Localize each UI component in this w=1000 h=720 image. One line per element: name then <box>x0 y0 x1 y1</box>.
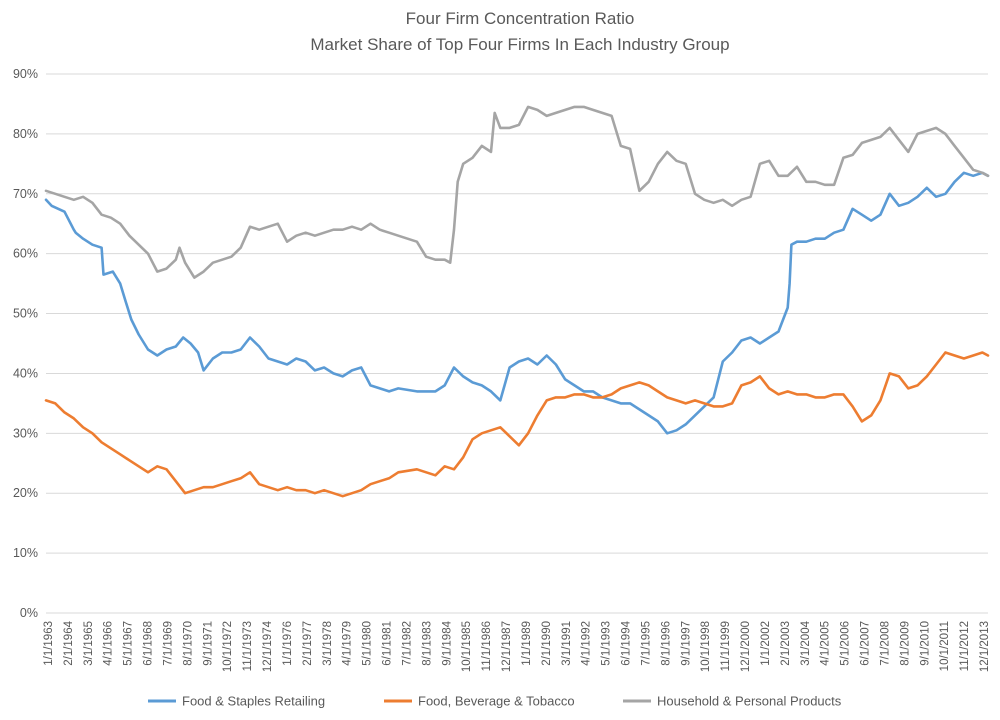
x-tick-label: 1/1/1963 <box>43 621 55 666</box>
x-tick-label: 11/1/2012 <box>959 621 971 671</box>
x-tick-label: 5/1/1980 <box>362 621 374 666</box>
y-axis-ticks: 0% 10% 20% 30% 40% 50% 60% 70% 80% 90% <box>13 67 38 620</box>
y-tick-label: 40% <box>13 366 38 380</box>
legend: Food & Staples Retailing Food, Beverage &… <box>148 694 842 709</box>
x-tick-label: 2/1/1964 <box>63 620 75 665</box>
x-tick-label: 3/1/2004 <box>800 620 812 665</box>
x-tick-label: 9/1/1997 <box>680 621 692 666</box>
x-tick-label: 3/1/1978 <box>322 621 334 666</box>
legend-label: Food & Staples Retailing <box>182 694 325 709</box>
y-tick-label: 70% <box>13 187 38 201</box>
x-tick-label: 8/1/2009 <box>899 621 911 666</box>
x-axis-ticks: 1/1/1963 2/1/1964 3/1/1965 4/1/1966 5/1/1967… <box>43 620 991 672</box>
x-tick-label: 2/1/1990 <box>541 621 553 666</box>
x-tick-label: 5/1/2006 <box>840 621 852 666</box>
y-tick-label: 10% <box>13 546 38 560</box>
y-tick-label: 30% <box>13 426 38 440</box>
y-tick-label: 80% <box>13 127 38 141</box>
series-line-2 <box>44 105 990 279</box>
x-tick-label: 9/1/1984 <box>441 620 453 665</box>
x-tick-label: 11/1/1973 <box>242 621 254 671</box>
x-tick-label: 6/1/2007 <box>860 621 872 666</box>
x-tick-label: 8/1/1996 <box>660 621 672 666</box>
x-tick-label: 6/1/1968 <box>143 621 155 666</box>
chart-title: Four Firm Concentration Ratio <box>406 9 635 28</box>
x-tick-label: 5/1/1993 <box>601 621 613 666</box>
x-tick-label: 1/1/1976 <box>282 621 294 666</box>
x-tick-label: 2/1/2003 <box>780 621 792 666</box>
x-tick-label: 12/1/2013 <box>979 621 991 672</box>
x-tick-label: 4/1/2005 <box>820 621 832 666</box>
y-tick-label: 20% <box>13 486 38 500</box>
x-tick-label: 9/1/1971 <box>202 621 214 666</box>
x-tick-label: 7/1/2008 <box>879 621 891 666</box>
x-tick-label: 9/1/2010 <box>919 621 931 666</box>
x-tick-label: 2/1/1977 <box>302 621 314 666</box>
x-tick-label: 11/1/1999 <box>720 621 732 671</box>
x-tick-label: 5/1/1967 <box>123 621 135 666</box>
chart-subtitle: Market Share of Top Four Firms In Each I… <box>310 35 729 54</box>
x-tick-label: 3/1/1965 <box>83 621 95 666</box>
y-tick-label: 60% <box>13 247 38 261</box>
x-tick-label: 12/1/1974 <box>262 620 274 672</box>
x-tick-label: 7/1/1995 <box>640 621 652 666</box>
series-lines <box>44 105 990 498</box>
x-tick-label: 8/1/1983 <box>421 621 433 666</box>
x-tick-label: 4/1/1979 <box>342 621 354 666</box>
legend-label: Food, Beverage & Tobacco <box>418 694 575 709</box>
x-tick-label: 7/1/1982 <box>401 621 413 666</box>
x-tick-label: 10/1/1972 <box>222 621 234 672</box>
y-tick-label: 50% <box>13 307 38 321</box>
y-tick-label: 90% <box>13 67 38 81</box>
series-line-1 <box>44 351 990 498</box>
x-tick-label: 6/1/1994 <box>621 620 633 665</box>
gridlines <box>46 73 988 614</box>
x-tick-label: 4/1/1966 <box>103 621 115 666</box>
legend-label: Household & Personal Products <box>657 694 842 709</box>
x-tick-label: 10/1/1985 <box>461 621 473 672</box>
x-tick-label: 11/1/1986 <box>481 621 493 671</box>
x-tick-label: 8/1/1970 <box>182 621 194 666</box>
series-line-0 <box>44 171 990 435</box>
x-tick-label: 1/1/2002 <box>760 621 772 666</box>
x-tick-label: 1/1/1989 <box>521 621 533 666</box>
x-tick-label: 7/1/1969 <box>162 621 174 666</box>
y-tick-label: 0% <box>20 606 38 620</box>
x-tick-label: 3/1/1991 <box>561 621 573 666</box>
x-tick-label: 6/1/1981 <box>382 621 394 666</box>
x-tick-label: 10/1/2011 <box>939 621 951 671</box>
x-tick-label: 12/1/2000 <box>740 621 752 672</box>
x-tick-label: 4/1/1992 <box>581 621 593 666</box>
x-tick-label: 12/1/1987 <box>501 621 513 672</box>
x-tick-label: 10/1/1998 <box>700 621 712 672</box>
